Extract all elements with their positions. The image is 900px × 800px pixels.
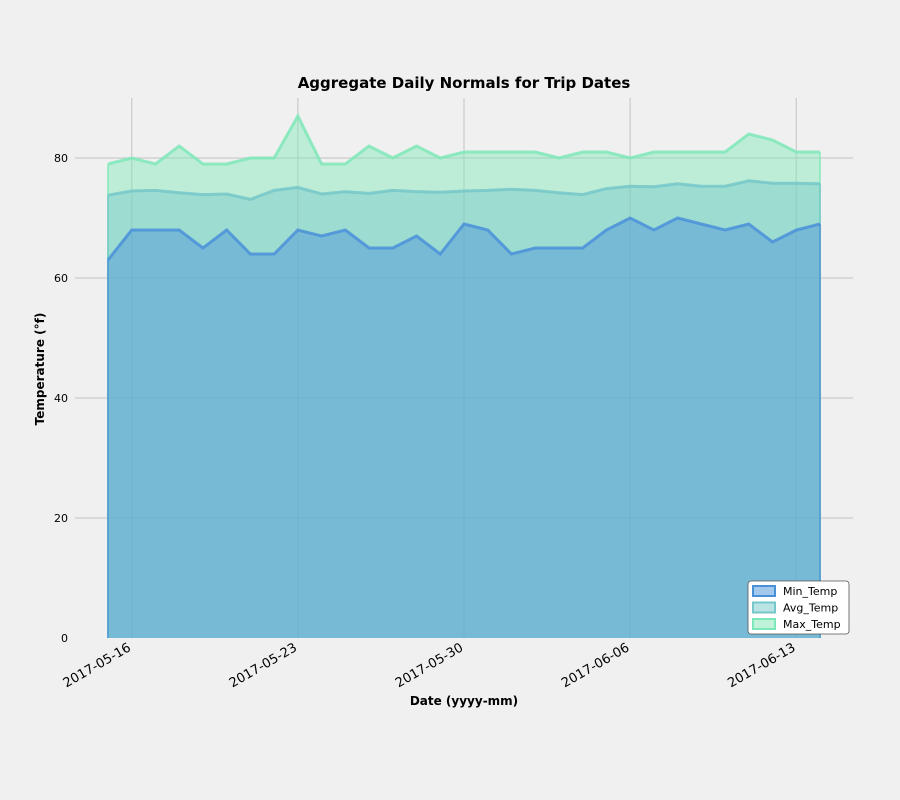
x-tick-label: 2017-05-23 [227, 640, 300, 691]
legend-swatch [752, 601, 776, 614]
area-min-temp [108, 218, 820, 638]
series-lines [106, 112, 821, 638]
y-ticks: 0 20 40 60 80 [54, 152, 68, 645]
y-axis-label: Temperature (°f) [33, 313, 47, 426]
legend-label: Min_Temp [783, 585, 837, 598]
area-max-temp [108, 116, 820, 638]
legend: Min_Temp Avg_Temp Max_Temp [747, 580, 850, 635]
chart-title: Aggregate Daily Normals for Trip Dates [298, 74, 631, 92]
area-avg-temp [108, 180, 820, 639]
x-tick-label: 2017-05-16 [61, 640, 134, 691]
y-tick-label: 20 [54, 512, 68, 525]
x-ticks: 2017-05-16 2017-05-23 2017-05-30 2017-06-06… [61, 640, 798, 691]
legend-label: Avg_Temp [783, 602, 838, 615]
y-tick-label: 80 [54, 152, 68, 165]
line-avg-temp [107, 179, 821, 201]
x-tick-label: 2017-06-06 [559, 640, 632, 691]
y-tick-label: 60 [54, 272, 68, 285]
legend-swatch [752, 618, 776, 630]
y-tick-label: 0 [61, 632, 68, 645]
line-max-temp [107, 112, 820, 166]
x-axis-label: Date (yyyy-mm) [410, 694, 518, 708]
y-tick-label: 40 [54, 392, 68, 405]
x-tick-label: 2017-05-30 [393, 640, 466, 691]
series-areas [108, 116, 820, 639]
legend-swatch [752, 585, 776, 597]
line-min-temp [106, 216, 821, 261]
legend-label: Max_Temp [783, 618, 841, 631]
x-tick-label: 2017-06-13 [725, 640, 798, 691]
